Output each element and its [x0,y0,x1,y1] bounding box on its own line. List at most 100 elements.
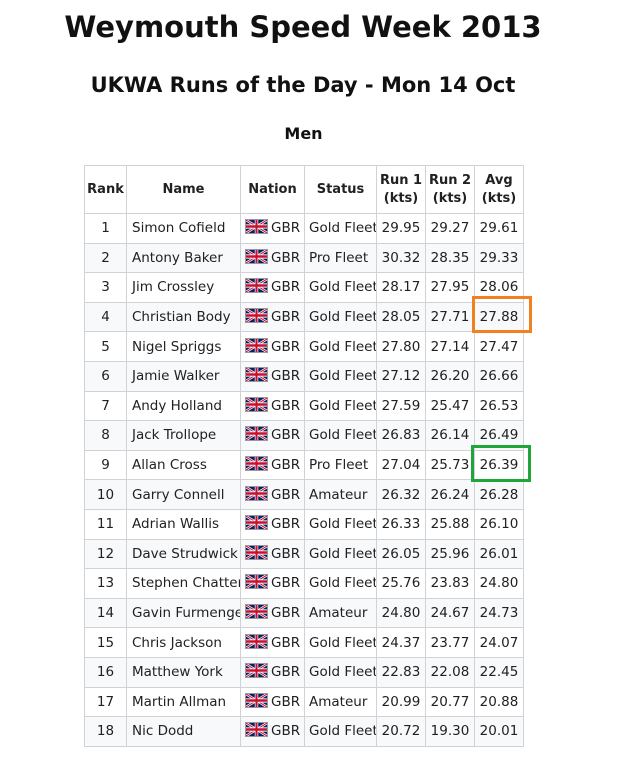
rank-cell: 18 [84,716,127,747]
nation-code: GBR [271,427,301,444]
name-cell: Gavin Furmenger [126,597,241,629]
run1-cell: 26.05 [376,538,426,570]
table-row: 7 Andy Holland GBR Gold Fleet 27.59 25.47 26.5… [84,390,524,422]
name-cell: Martin Allman [126,686,241,718]
nation-code: GBR [271,397,301,414]
nation-code: GBR [271,575,301,592]
run2-cell: 28.35 [425,242,475,274]
name-cell: Dave Strudwick [126,538,241,570]
rank-cell: 15 [84,627,127,658]
run2-cell: 29.27 [425,213,475,244]
uk-flag-icon [245,367,268,383]
run2-cell: 25.96 [425,538,475,570]
uk-flag-icon [245,396,268,412]
uk-flag-icon [245,722,268,738]
run1-cell: 28.17 [376,272,426,303]
status-cell: Gold Fleet [304,272,377,303]
run2-cell: 25.47 [425,390,475,422]
table-row: 6 Jamie Walker GBR Gold Fleet 27.12 26.20 26.6… [84,360,524,392]
avg-cell: 26.66 [474,360,524,392]
run1-header-label: Run 1 [379,172,423,188]
run1-cell: 26.33 [376,508,426,540]
table-row: 17 Martin Allman GBR Amateur 20.99 20.77 20.88 [84,686,524,718]
status-cell: Pro Fleet [304,449,377,481]
run1-cell: 28.05 [376,301,426,333]
rank-cell: 11 [84,508,127,540]
status-cell: Gold Fleet [304,301,377,333]
status-cell: Pro Fleet [304,242,377,274]
run2-header-label: Run 2 [428,172,472,188]
rank-cell: 17 [84,686,127,718]
table-row: 5 Nigel Spriggs GBR Gold Fleet 27.80 27.14 27.… [84,331,524,362]
rank-cell: 4 [84,301,127,333]
run2-cell: 26.20 [425,360,475,392]
run2-cell: 27.14 [425,331,475,362]
avg-cell: 29.33 [474,242,524,274]
results-table: Rank Name Nation Status Run 1 (kts) Run 2… [84,165,524,747]
nation-cell: GBR [240,420,305,451]
uk-flag-icon [245,574,268,590]
run1-cell: 26.83 [376,420,426,451]
run2-cell: 25.88 [425,508,475,540]
status-cell: Gold Fleet [304,213,377,244]
nation-header: Nation [240,165,305,214]
uk-flag-icon [245,248,268,264]
run1-header-unit: (kts) [383,190,419,206]
avg-header-label: Avg [485,172,513,188]
status-cell: Gold Fleet [304,627,377,658]
avg-cell: 20.88 [474,686,524,718]
rank-cell: 2 [84,242,127,274]
run1-cell: 27.80 [376,331,426,362]
run2-cell: 26.14 [425,420,475,451]
uk-flag-icon [245,633,268,649]
nation-code: GBR [271,368,301,385]
avg-cell: 27.88 [474,301,524,333]
name-cell: Jack Trollope [126,420,241,451]
name-cell: Chris Jackson [126,627,241,658]
avg-cell: 20.01 [474,716,524,747]
uk-flag-icon [245,485,268,501]
name-cell: Allan Cross [126,449,241,481]
status-cell: Gold Fleet [304,568,377,599]
status-header-label: Status [316,181,365,197]
table-row: 11 Adrian Wallis GBR Gold Fleet 26.33 25.88 26… [84,508,524,540]
nation-cell: GBR [240,331,305,362]
uk-flag-icon [245,426,268,442]
run1-cell: 24.80 [376,597,426,629]
nation-header-label: Nation [248,181,297,197]
table-row: 13 Stephen Chatten GBR Gold Fleet 25.76 23.83… [84,568,524,599]
name-cell: Matthew York [126,656,241,688]
table-row: 8 Jack Trollope GBR Gold Fleet 26.83 26.14 26.… [84,420,524,451]
rank-cell: 6 [84,360,127,392]
name-cell: Christian Body [126,301,241,333]
run1-cell: 26.32 [376,479,426,510]
table-row: 18 Nic Dodd GBR Gold Fleet 20.72 19.30 20.01 [84,716,524,747]
nation-cell: GBR [240,449,305,481]
table-row: 12 Dave Strudwick GBR Gold Fleet 26.05 25.96 2… [84,538,524,570]
nation-code: GBR [271,693,301,710]
nation-cell: GBR [240,242,305,274]
section-caption: Men [284,124,323,143]
rank-cell: 9 [84,449,127,481]
run1-cell: 29.95 [376,213,426,244]
nation-cell: GBR [240,390,305,422]
nation-code: GBR [271,486,301,503]
uk-flag-icon [245,337,268,353]
nation-cell: GBR [240,272,305,303]
header-row: Rank Name Nation Status Run 1 (kts) Run 2… [84,165,524,214]
avg-cell: 27.47 [474,331,524,362]
table-row: 1 Simon Cofield GBR Gold Fleet 29.95 29.27 29.… [84,213,524,244]
status-cell: Gold Fleet [304,420,377,451]
name-cell: Garry Connell [126,479,241,510]
avg-cell: 29.61 [474,213,524,244]
status-cell: Amateur [304,479,377,510]
run1-cell: 20.99 [376,686,426,718]
uk-flag-icon [245,604,268,620]
run2-header: Run 2 (kts) [425,165,475,214]
status-cell: Gold Fleet [304,390,377,422]
avg-header: Avg (kts) [474,165,524,214]
name-cell: Antony Baker [126,242,241,274]
rank-cell: 10 [84,479,127,510]
rank-header: Rank [84,165,127,214]
run1-cell: 25.76 [376,568,426,599]
